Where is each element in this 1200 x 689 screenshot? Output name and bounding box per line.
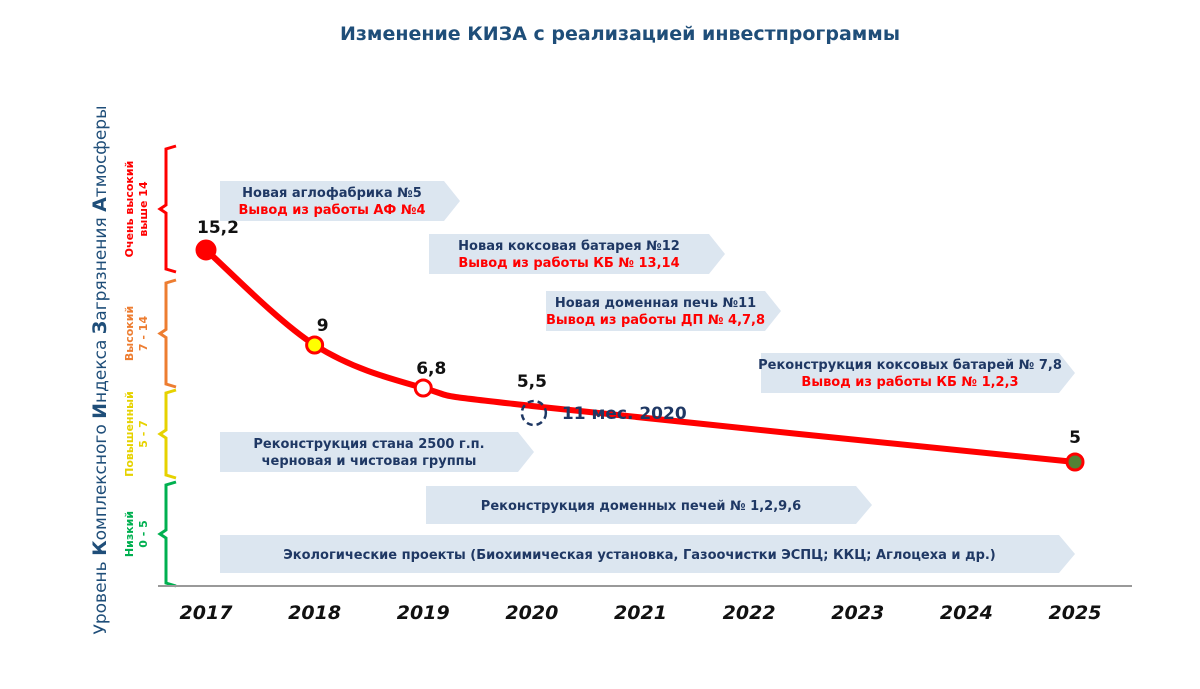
y-axis-title-part: И: [89, 403, 111, 419]
project-banner: [429, 234, 725, 274]
y-axis-title-part: А: [89, 197, 111, 212]
data-points: 15,2 9 6,8 5,5 5: [195, 218, 1085, 472]
project-banner: [761, 353, 1075, 393]
banner-sub-text: Вывод из работы КБ № 13,14: [458, 256, 679, 271]
svg-text:Уровень Комплексного Индекса З: Уровень Комплексного Индекса Загрязнения…: [89, 105, 111, 634]
data-point-label: 5,5: [517, 372, 547, 392]
x-tick-label: 2023: [831, 602, 884, 624]
project-banner: [220, 181, 460, 221]
current-annotation: 11 мес. 2020: [562, 404, 687, 424]
project-banner: [426, 486, 872, 524]
zone-bracket: [157, 278, 177, 389]
svg-text:Очень высокийвыше 14: Очень высокийвыше 14: [123, 161, 150, 258]
banner-sub-text: Вывод из работы АФ №4: [238, 203, 425, 218]
y-axis-title-part: К: [89, 540, 111, 556]
y-axis-title-part: З: [89, 321, 111, 335]
data-point-marker: [413, 378, 433, 398]
project-banner: [220, 535, 1075, 573]
y-axis-title-part: омплексного: [91, 419, 111, 541]
y-axis-title-part: тмосферы: [91, 105, 111, 197]
data-point-label: 15,2: [197, 218, 239, 238]
y-axis-title-part: ндекса: [91, 334, 111, 403]
x-axis-ticks: 2017 2018 2019 2020 2021 2022 2023 2024 2025: [180, 602, 1102, 624]
banner-sub-text: черновая и чистовая группы: [262, 454, 477, 469]
data-point-marker: [305, 335, 325, 355]
data-point-label: 5: [1069, 428, 1081, 448]
data-point-marker: [520, 399, 548, 427]
x-tick-label: 2020: [505, 602, 558, 624]
banner-sub-text: Вывод из работы КБ № 1,2,3: [801, 375, 1018, 390]
kiza-curve-line: [203, 247, 1078, 465]
svg-text:Низкий0 - 5: Низкий0 - 5: [123, 511, 150, 557]
banner-main-text: Новая доменная печь №11: [555, 296, 756, 311]
data-point-marker: [1065, 452, 1085, 472]
banner-main-text: Реконструкция стана 2500 г.п.: [253, 437, 484, 452]
x-tick-label: 2021: [614, 602, 667, 624]
project-banners: Новая аглофабрика №5 Вывод из работы АФ №…: [220, 181, 1075, 573]
banner-main-text: Экологические проекты (Биохимическая уст…: [283, 548, 996, 563]
y-axis-title-part: Уровень: [91, 556, 111, 635]
annotation-text: 11 мес. 2020: [562, 404, 687, 424]
zone-name: Очень высокий: [123, 161, 136, 258]
zone-name: Повышенный: [123, 391, 136, 477]
zone-range: 5 - 7: [137, 420, 150, 448]
banner-main-text: Новая коксовая батарея №12: [458, 239, 680, 254]
zone-name: Высокий: [123, 306, 136, 361]
zone-range: 7 - 14: [137, 316, 150, 352]
data-point-label: 9: [317, 316, 329, 336]
zone-name: Низкий: [123, 511, 136, 557]
zone-range: 0 - 5: [137, 520, 150, 548]
banner-main-text: Новая аглофабрика №5: [242, 186, 422, 201]
zone-bracket: [157, 144, 177, 274]
zone-range: выше 14: [137, 181, 150, 237]
data-point-label: 6,8: [416, 359, 446, 379]
x-tick-label: 2024: [940, 602, 993, 624]
project-banner: [546, 291, 781, 331]
banner-main-text: Реконструкция коксовых батарей № 7,8: [758, 358, 1062, 373]
x-tick-label: 2017: [180, 602, 234, 624]
y-axis-title-part: агрязнения: [91, 212, 111, 321]
x-tick-label: 2019: [397, 602, 450, 624]
x-tick-label: 2025: [1049, 602, 1102, 624]
data-point-marker: [195, 239, 217, 261]
x-tick-label: 2018: [288, 602, 341, 624]
chart-title: Изменение КИЗА с реализацией инвестпрогр…: [340, 23, 900, 45]
banner-main-text: Реконструкция доменных печей № 1,2,9,6: [481, 499, 801, 514]
zone-brackets: Очень высокийвыше 14 Высокий7 - 14 Повышен…: [123, 144, 177, 588]
svg-text:Высокий7 - 14: Высокий7 - 14: [123, 306, 150, 361]
banner-sub-text: Вывод из работы ДП № 4,7,8: [546, 313, 765, 328]
x-tick-label: 2022: [723, 602, 776, 624]
y-axis-title: Уровень Комплексного Индекса Загрязнения…: [89, 105, 111, 634]
zone-bracket: [157, 388, 177, 480]
svg-text:Повышенный5 - 7: Повышенный5 - 7: [123, 391, 150, 477]
project-banner: [220, 432, 534, 472]
zone-bracket: [157, 480, 177, 588]
